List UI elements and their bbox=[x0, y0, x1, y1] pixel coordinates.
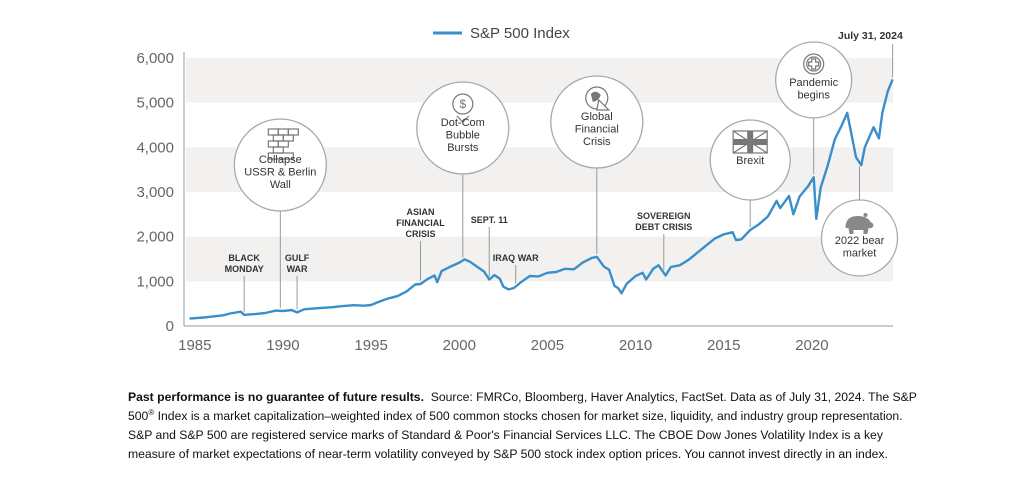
footnote-bold: Past performance is no guarantee of futu… bbox=[128, 390, 424, 404]
annotation-text: DEBT CRISIS bbox=[635, 222, 692, 232]
annotation-text: SOVEREIGN bbox=[637, 211, 691, 221]
bubble-text: 2022 bear bbox=[835, 235, 885, 247]
bubble-text: Global bbox=[581, 111, 613, 123]
annotation-text: BLACK bbox=[228, 253, 260, 263]
sp500-chart: 0 1,000 2,000 3,000 4,000 5,000 6,000 1985 1990… bbox=[136, 25, 903, 354]
y-tick-label: 0 bbox=[166, 318, 174, 335]
brick-wall-icon bbox=[267, 128, 299, 160]
medical-cross-icon bbox=[803, 53, 825, 75]
x-tick-label: 2020 bbox=[795, 337, 828, 354]
y-axis-ticks: 0 1,000 2,000 3,000 4,000 5,000 6,000 bbox=[136, 50, 174, 335]
footnote-sup: ® bbox=[148, 407, 155, 417]
footnote: Past performance is no guarantee of futu… bbox=[128, 388, 918, 464]
annotation-text: WAR bbox=[287, 264, 308, 274]
x-axis-ticks: 1985 1990 1995 2000 2005 2010 2015 2020 bbox=[178, 337, 828, 354]
bubble-circle bbox=[416, 81, 510, 175]
bubble-text: Pandemic bbox=[789, 77, 838, 89]
y-tick-label: 6,000 bbox=[136, 50, 174, 67]
y-tick-label: 5,000 bbox=[136, 95, 174, 112]
bubble-text: market bbox=[843, 248, 877, 260]
annotation-text: IRAQ WAR bbox=[493, 253, 539, 263]
bubble-circle bbox=[820, 199, 899, 277]
annotation-text: GULF bbox=[285, 253, 310, 263]
bubble-text: USSR & Berlin bbox=[244, 167, 316, 179]
annotation-sept-11: SEPT. 11 bbox=[471, 215, 508, 225]
uk-flag-icon bbox=[732, 130, 768, 154]
x-tick-label: 2015 bbox=[707, 337, 740, 354]
sp500-series-line bbox=[189, 78, 894, 320]
x-tick-label: 1995 bbox=[354, 337, 387, 354]
annotation-iraq-war: IRAQ WAR bbox=[493, 253, 539, 263]
bubble-text: Crisis bbox=[583, 136, 611, 148]
bubble-circle bbox=[775, 41, 853, 119]
grid-band bbox=[186, 236, 893, 282]
annotation-leaders bbox=[243, 44, 894, 312]
svg-text:$: $ bbox=[459, 97, 466, 111]
annotation-text: MONDAY bbox=[225, 264, 264, 274]
bubble-text: Financial bbox=[575, 124, 619, 136]
dollar-down-icon: $ bbox=[452, 93, 474, 123]
annotation-text: SEPT. 11 bbox=[471, 215, 508, 225]
x-tick-label: 1990 bbox=[266, 337, 299, 354]
bubble-text: Bursts bbox=[447, 142, 479, 154]
y-tick-label: 3,000 bbox=[136, 184, 174, 201]
annotation-text: FINANCIAL bbox=[396, 218, 445, 228]
bubble-brexit: Brexit bbox=[709, 119, 791, 201]
bubble-text: Bubble bbox=[446, 130, 480, 142]
axis-lines bbox=[183, 52, 893, 327]
x-tick-label: 1985 bbox=[178, 337, 211, 354]
bubble-text: begins bbox=[797, 90, 830, 102]
legend: S&P 500 Index bbox=[433, 25, 570, 42]
bubble-text: Collapse bbox=[259, 154, 302, 166]
y-tick-label: 4,000 bbox=[136, 139, 174, 156]
y-tick-label: 2,000 bbox=[136, 229, 174, 246]
bubble-text: Brexit bbox=[736, 155, 764, 167]
x-tick-label: 2000 bbox=[443, 337, 476, 354]
bubble-circle bbox=[709, 119, 791, 201]
annotation-text: ASIAN bbox=[406, 207, 434, 217]
footnote-part1: Source: FMRCo, Bloomberg, Haver Analytic… bbox=[128, 390, 917, 423]
bubble-text: Dot-Com bbox=[441, 117, 485, 129]
end-date-label: July 31, 2024 bbox=[838, 30, 903, 42]
legend-label: S&P 500 Index bbox=[470, 25, 570, 42]
footnote-part2: Index is a market capitalization–weighte… bbox=[128, 409, 903, 461]
x-tick-label: 2010 bbox=[619, 337, 652, 354]
bear-icon bbox=[845, 213, 874, 234]
bubble-text: Wall bbox=[270, 179, 291, 191]
y-tick-label: 1,000 bbox=[136, 273, 174, 290]
bubble-circle bbox=[550, 75, 644, 169]
x-tick-label: 2005 bbox=[531, 337, 564, 354]
bubble-circle bbox=[233, 118, 327, 212]
broken-globe-icon bbox=[585, 86, 611, 111]
annotation-text: CRISIS bbox=[405, 229, 435, 239]
